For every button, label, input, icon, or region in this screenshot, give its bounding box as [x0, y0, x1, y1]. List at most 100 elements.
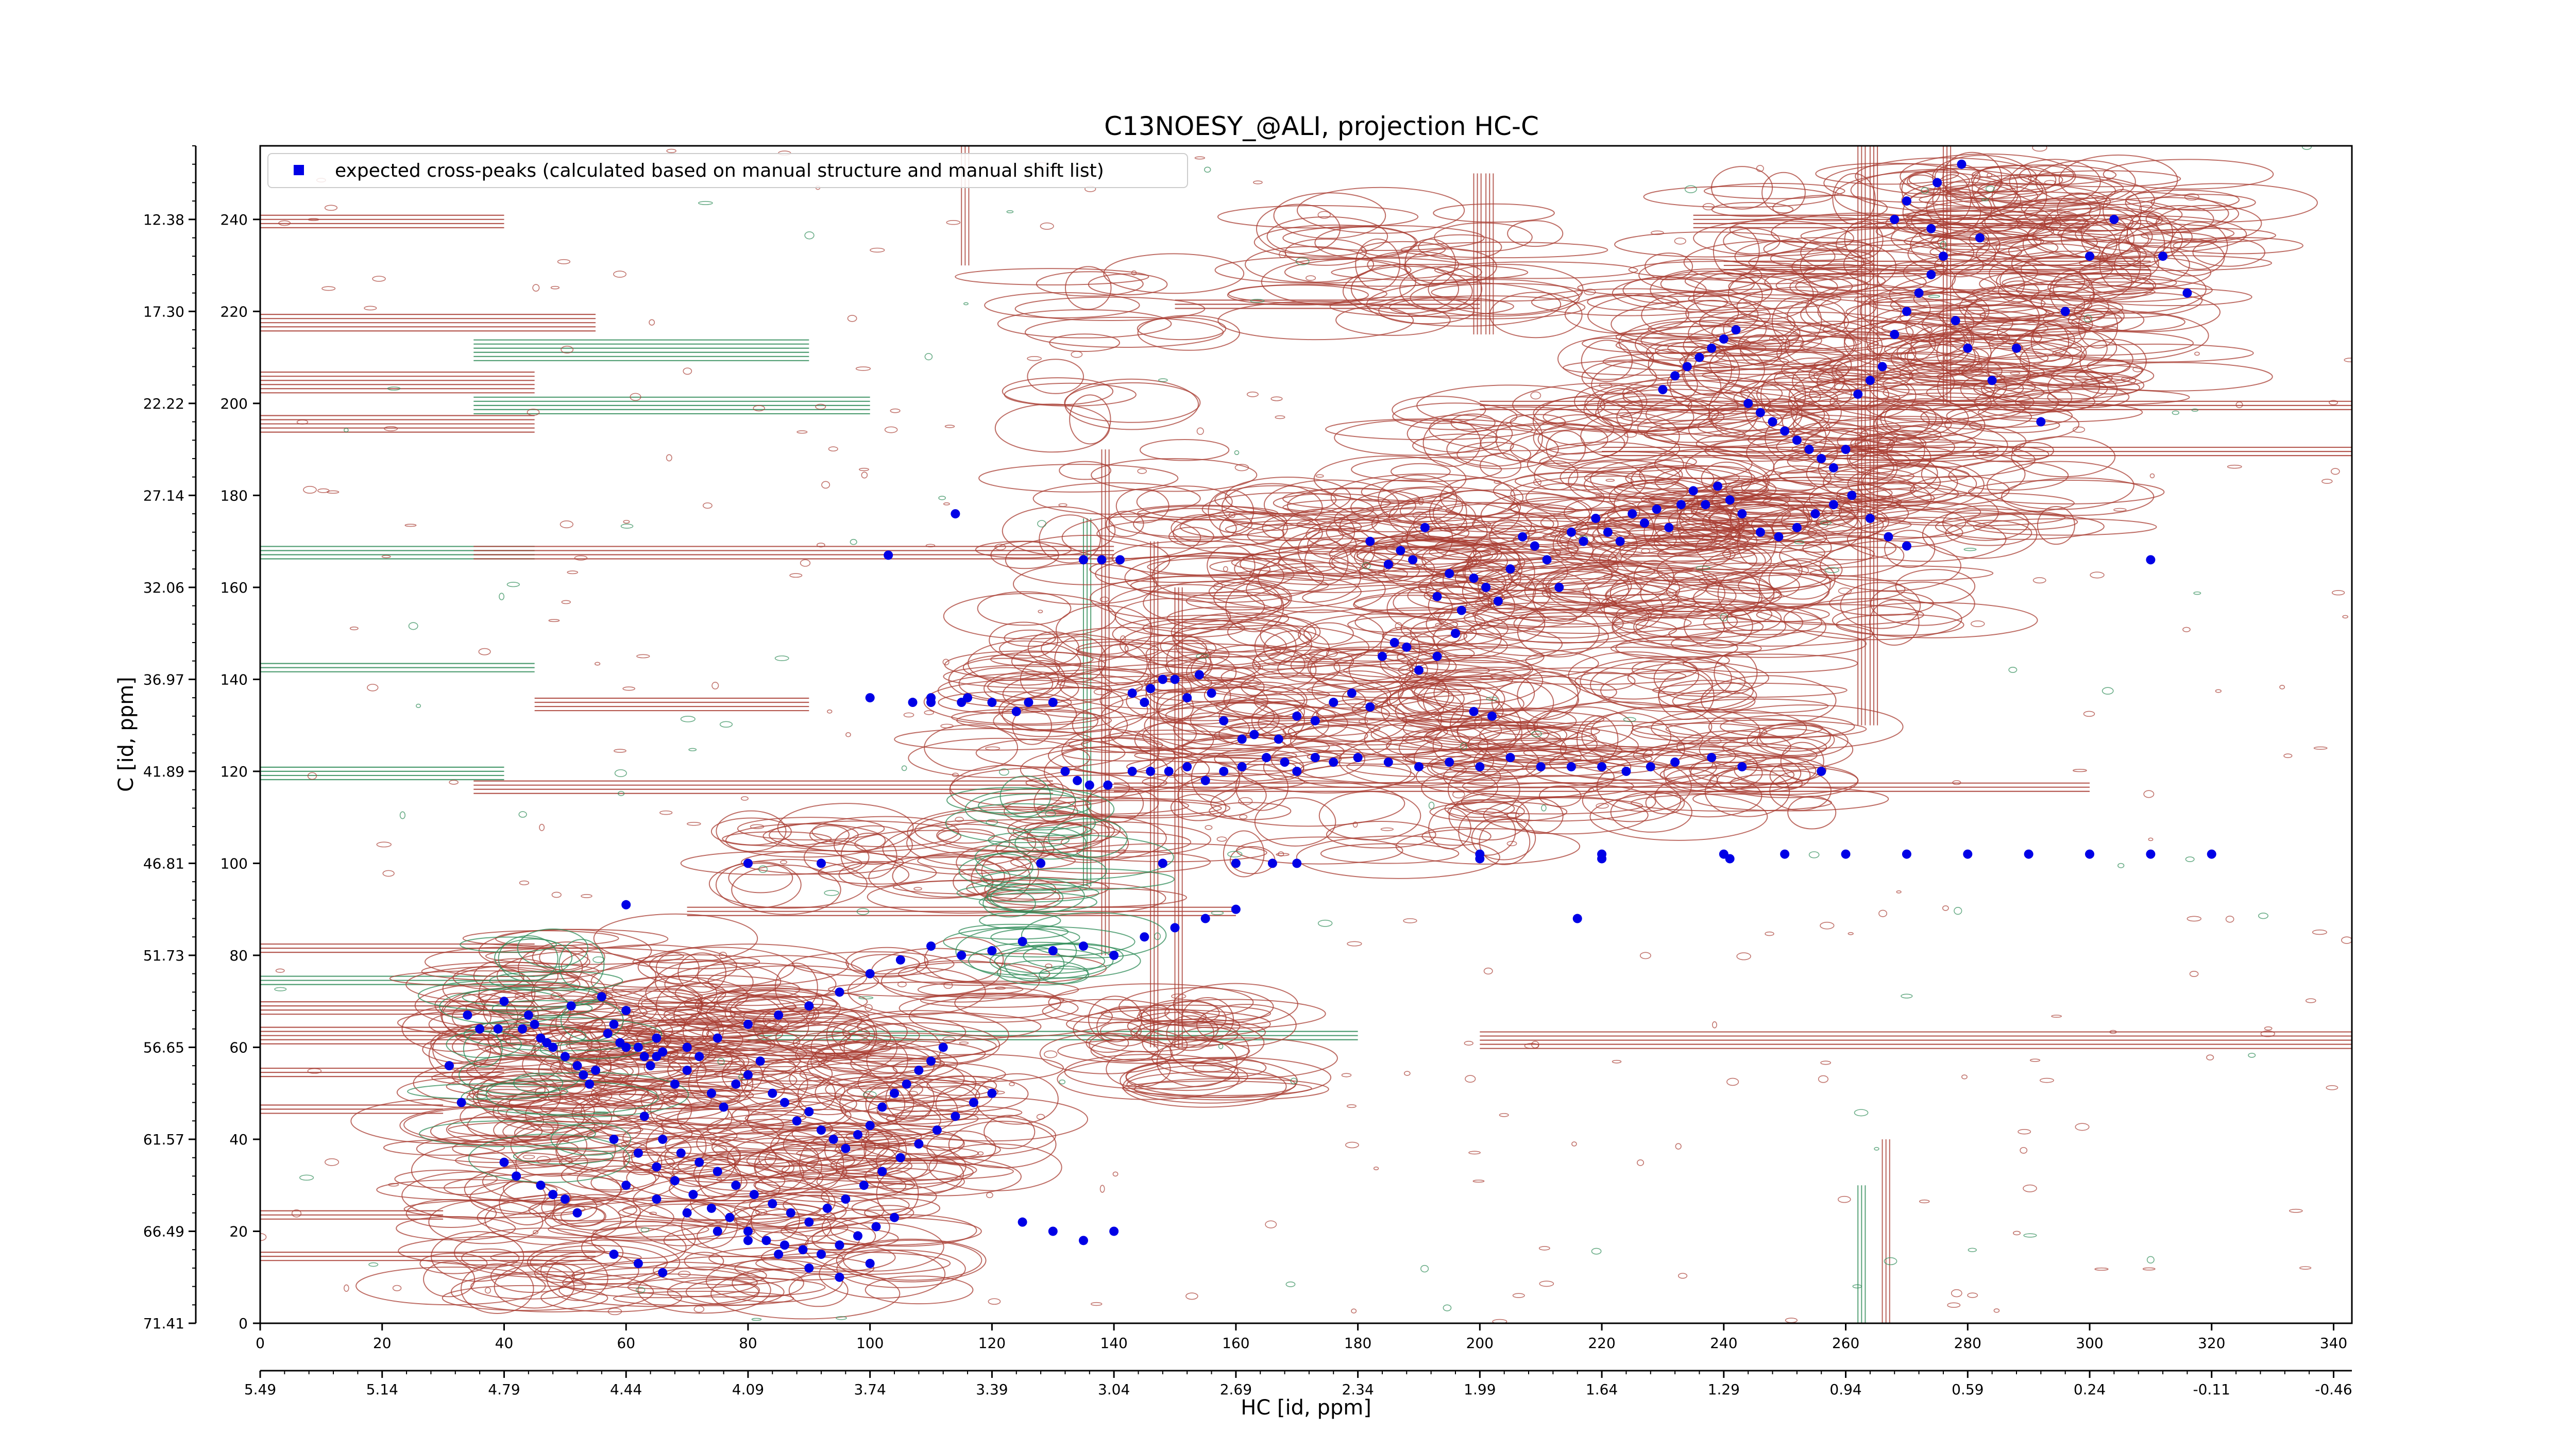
contour-ring — [1783, 598, 1962, 641]
contour-ring — [1172, 619, 1312, 658]
cross-peak-marker — [1768, 417, 1777, 427]
cross-peak-marker — [804, 1107, 814, 1117]
cross-peak-marker — [1737, 762, 1747, 771]
contour-ring — [461, 1263, 534, 1314]
contour-noise — [952, 772, 959, 777]
contour-noise — [824, 890, 839, 896]
contour-noise — [719, 951, 727, 959]
contour-ring — [442, 1285, 608, 1311]
cross-peak-marker — [1841, 445, 1851, 454]
contour-noise — [1623, 717, 1636, 722]
contour-noise — [2283, 753, 2293, 759]
contour-ring — [1217, 300, 1414, 341]
contour-noise — [308, 218, 319, 221]
contour-ring — [1347, 616, 1459, 633]
contour-noise — [1472, 1180, 1485, 1183]
contour-noise — [1539, 1280, 1554, 1287]
contour-ring — [1173, 712, 1250, 745]
x-ppm-tick-label: 3.39 — [976, 1381, 1008, 1398]
contour-noise — [392, 1285, 402, 1291]
x-index-tick-label: 20 — [373, 1335, 392, 1352]
contour-noise — [1970, 620, 1985, 627]
contour-ring — [485, 947, 684, 965]
contour-ring — [1091, 458, 1258, 492]
cross-peak-marker — [1219, 766, 1229, 776]
contour-noise — [751, 1318, 762, 1321]
contour-ring — [1628, 520, 1817, 545]
cross-peak-marker — [621, 1181, 631, 1190]
cross-peak-marker — [743, 1236, 753, 1245]
contour-ring — [1998, 389, 2190, 406]
contour-ring — [1359, 559, 1420, 582]
contour-noise — [924, 353, 933, 361]
contour-ring — [732, 1269, 804, 1298]
contour-noise — [1009, 1082, 1015, 1086]
contour-noise — [561, 345, 574, 353]
contour-ring — [989, 943, 1141, 979]
contour-ring — [496, 951, 657, 1001]
contour-ring — [2028, 170, 2181, 188]
contour-ring — [1702, 497, 1890, 546]
contour-ring — [1139, 439, 1230, 461]
contour-noise — [847, 315, 857, 322]
x-ppm-tick-label: 1.99 — [1464, 1381, 1496, 1398]
contour-noise — [1362, 562, 1371, 569]
contour-noise — [659, 810, 673, 815]
contour-noise — [796, 430, 808, 434]
cross-peak-marker — [1377, 651, 1387, 661]
contour-noise — [753, 1018, 766, 1023]
y-index-tick-label: 240 — [221, 211, 248, 228]
contour-noise — [640, 1227, 650, 1233]
contour-noise — [1837, 1195, 1851, 1203]
contour-ring — [1631, 722, 1768, 742]
cross-peak-marker — [1115, 555, 1125, 565]
x-index-tick-label: 40 — [495, 1335, 514, 1352]
contour-noise — [940, 723, 954, 729]
contour-noise — [2023, 1184, 2037, 1192]
contour-ring — [2032, 214, 2193, 260]
contour-ring — [637, 988, 702, 1023]
cross-peak-marker — [743, 1226, 753, 1236]
contour-noise — [688, 748, 697, 751]
cross-peak-marker — [1755, 408, 1765, 417]
cross-peak-marker — [841, 1194, 851, 1204]
cross-peak-marker — [1780, 426, 1790, 436]
cross-peak-marker — [560, 1052, 570, 1062]
contour-noise — [925, 544, 936, 548]
contour-ring — [1523, 745, 1654, 761]
contour-noise — [1533, 478, 1542, 486]
contour-ring — [1776, 428, 1955, 466]
contour-noise — [1794, 540, 1805, 545]
contour-noise — [2143, 790, 2155, 798]
contour-noise — [1967, 1292, 1978, 1298]
contour-noise — [307, 1068, 322, 1074]
contour-noise — [1279, 250, 1286, 259]
contour-ring — [1225, 477, 1351, 517]
contour-ring — [1583, 466, 1727, 503]
cross-peak-marker — [1408, 555, 1418, 565]
contour-ring — [1942, 151, 2003, 203]
contour-ring — [1338, 736, 1494, 786]
contour-ring — [2043, 310, 2123, 329]
contour-ring — [1386, 683, 1500, 721]
cross-peak-marker — [1719, 334, 1728, 344]
contour-noise — [1993, 1308, 2000, 1313]
contour-noise — [1765, 931, 1774, 936]
contour-ring — [1444, 799, 1515, 818]
contour-noise — [325, 1158, 340, 1166]
contour-ring — [990, 928, 1080, 947]
contour-ring — [1809, 565, 1994, 581]
y-index-tick-label: 40 — [229, 1131, 248, 1148]
contour-noise — [1492, 1319, 1507, 1323]
contour-noise — [296, 419, 309, 425]
contour-ring — [2087, 359, 2131, 374]
contour-ring — [1533, 414, 1629, 461]
contour-ring — [1640, 568, 1775, 619]
x-ppm-tick-label: 2.34 — [1342, 1381, 1374, 1398]
contour-noise — [505, 1038, 511, 1044]
contour-ring — [1802, 536, 1897, 561]
cross-peak-marker — [1670, 757, 1680, 767]
x-index-tick-label: 200 — [1466, 1335, 1494, 1352]
cross-peak-marker — [926, 693, 936, 703]
